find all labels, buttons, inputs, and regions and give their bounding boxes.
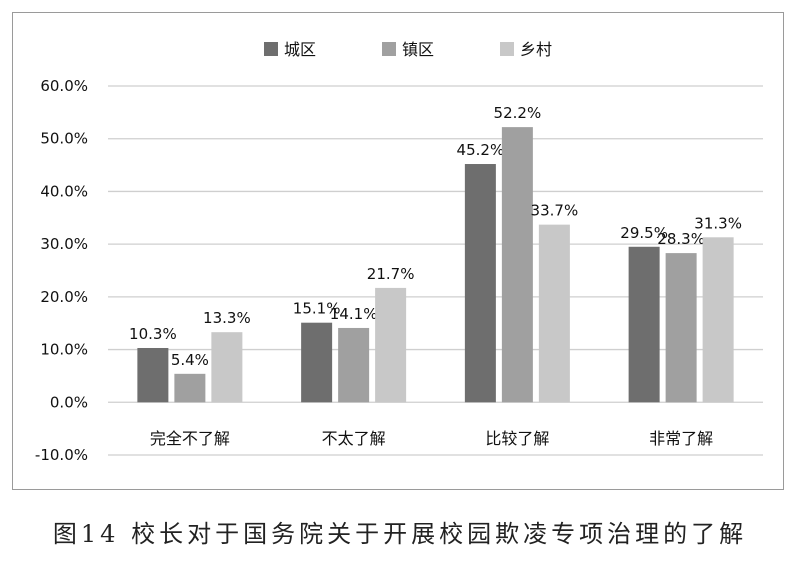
bar bbox=[538, 224, 570, 403]
bar bbox=[338, 327, 370, 403]
bar bbox=[211, 332, 243, 403]
legend-label: 城区 bbox=[284, 40, 316, 59]
data-label: 33.7% bbox=[531, 202, 579, 220]
x-category-label: 不太了解 bbox=[322, 429, 386, 448]
bar bbox=[628, 246, 660, 403]
x-category-label: 非常了解 bbox=[649, 429, 713, 448]
bar bbox=[665, 253, 697, 403]
data-label: 29.5% bbox=[620, 224, 668, 242]
data-label: 15.1% bbox=[293, 300, 341, 318]
y-tick-label: 30.0% bbox=[40, 235, 88, 253]
y-tick-label: 60.0% bbox=[40, 77, 88, 95]
legend-swatch bbox=[264, 42, 278, 56]
data-label: 31.3% bbox=[694, 214, 742, 232]
y-tick-label: 40.0% bbox=[40, 182, 88, 200]
data-label: 5.4% bbox=[171, 351, 209, 369]
legend-label: 乡村 bbox=[520, 40, 552, 59]
x-category-label: 完全不了解 bbox=[150, 429, 230, 448]
data-label: 10.3% bbox=[129, 325, 177, 343]
data-label: 45.2% bbox=[457, 141, 505, 159]
y-tick-label: -10.0% bbox=[35, 446, 88, 464]
y-tick-label: 0.0% bbox=[50, 393, 88, 411]
bar bbox=[702, 237, 734, 403]
bar bbox=[501, 127, 533, 403]
figure-caption: 图14 校长对于国务院关于开展校园欺凌专项治理的了解 bbox=[52, 520, 748, 548]
legend-swatch bbox=[500, 42, 514, 56]
y-tick-label: 20.0% bbox=[40, 288, 88, 306]
data-label: 21.7% bbox=[367, 265, 415, 283]
y-tick-label: 50.0% bbox=[40, 130, 88, 148]
bar bbox=[174, 373, 206, 403]
bar bbox=[464, 164, 496, 403]
data-label: 14.1% bbox=[330, 305, 378, 323]
x-category-label: 比较了解 bbox=[485, 429, 549, 448]
bar bbox=[137, 347, 169, 403]
bar bbox=[375, 287, 407, 403]
legend-label: 镇区 bbox=[402, 40, 434, 59]
data-label: 13.3% bbox=[203, 309, 251, 327]
data-label: 28.3% bbox=[657, 230, 705, 248]
legend-swatch bbox=[382, 42, 396, 56]
y-tick-label: 10.0% bbox=[40, 341, 88, 359]
bar bbox=[301, 322, 333, 403]
data-label: 52.2% bbox=[494, 104, 542, 122]
